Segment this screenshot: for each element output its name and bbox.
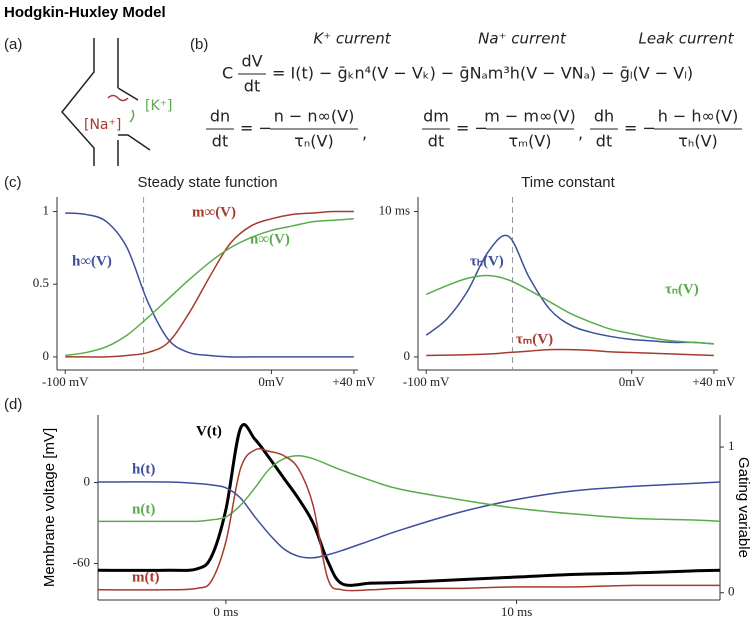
equation: dt xyxy=(428,132,444,151)
equation: = I(t) − ḡₖn⁴(V − Vₖ) − ḡNₐm³h(V − VNₐ) … xyxy=(272,64,693,83)
series-line xyxy=(65,210,354,358)
membrane xyxy=(117,87,139,101)
y2-tick-label: 0 xyxy=(728,584,735,599)
equation: , xyxy=(578,124,583,143)
x-tick-label: 10 ms xyxy=(501,604,532,619)
series-line xyxy=(97,423,721,587)
series-label: m∞(V) xyxy=(192,204,236,220)
series-label: h∞(V) xyxy=(72,253,112,269)
y-tick-label: 0 xyxy=(404,348,411,363)
x-tick-label: -100 mV xyxy=(42,374,89,389)
equation: = − xyxy=(456,119,488,138)
series-line xyxy=(425,274,714,345)
series-label: τₘ(V) xyxy=(516,331,553,347)
equation: m − m∞(V) xyxy=(484,107,576,126)
series-line xyxy=(425,234,714,345)
x-tick-label: 0 ms xyxy=(213,604,238,619)
panel-label: (d) xyxy=(4,396,22,413)
panel-label: (c) xyxy=(4,174,22,191)
equation: h − h∞(V) xyxy=(658,107,739,126)
equation: , xyxy=(362,124,367,143)
series-label: n∞(V) xyxy=(250,231,290,247)
panel-label: (a) xyxy=(4,36,22,53)
y-tick-label: 1 xyxy=(43,203,50,218)
na-arrow xyxy=(107,94,129,102)
y2-axis-label: Gating variable xyxy=(735,457,750,558)
y-tick-label: -60 xyxy=(73,555,90,570)
membrane xyxy=(117,38,151,166)
series-label: n(t) xyxy=(132,501,155,517)
series-label: h(t) xyxy=(132,461,155,477)
neuron-diagram xyxy=(61,38,151,166)
y-tick-label: 0 xyxy=(84,474,91,489)
y2-tick-label: 1 xyxy=(728,438,735,453)
x-tick-label: 0mV xyxy=(258,374,285,389)
equation: = − xyxy=(240,119,272,138)
equation: = − xyxy=(624,119,656,138)
series-line xyxy=(65,218,354,357)
equation: dt xyxy=(596,132,612,151)
y-tick-label: 10 ms xyxy=(379,203,410,218)
current-label: Leak current xyxy=(639,30,735,48)
chart-title: Time constant xyxy=(521,174,615,191)
y-axis-label: Membrane voltage [mV] xyxy=(41,428,58,587)
series-label: τₕ(V) xyxy=(470,253,504,269)
equation: dt xyxy=(212,132,228,151)
y-tick-label: 0.5 xyxy=(33,275,49,290)
k-arrow xyxy=(129,109,135,123)
y-tick-label: 0 xyxy=(43,348,50,363)
series-line xyxy=(97,448,720,592)
equation: C xyxy=(222,64,233,83)
series-line xyxy=(97,481,721,559)
equation: τₙ(V) xyxy=(294,132,333,151)
x-tick-label: +40 mV xyxy=(332,374,376,389)
current-label: K⁺ current xyxy=(313,30,391,48)
series-label: m(t) xyxy=(132,569,159,585)
x-tick-label: +40 mV xyxy=(692,374,736,389)
na-label: [Na⁺] xyxy=(84,117,121,133)
equation: dt xyxy=(244,77,260,96)
equation: dh xyxy=(594,107,614,126)
series-line xyxy=(97,455,721,523)
equation: τₘ(V) xyxy=(508,132,551,151)
x-tick-label: 0mV xyxy=(619,374,646,389)
series-label: V(t) xyxy=(196,423,222,439)
equation: τₕ(V) xyxy=(678,132,718,151)
k-label: [K⁺] xyxy=(145,98,173,114)
equation: dm xyxy=(423,107,449,126)
membrane xyxy=(61,38,95,166)
equation: dn xyxy=(210,107,230,126)
series-line xyxy=(426,348,714,357)
x-tick-label: -100 mV xyxy=(403,374,450,389)
figure-title: Hodgkin-Huxley Model xyxy=(4,4,166,21)
equation: n − n∞(V) xyxy=(274,107,355,126)
equation: dV xyxy=(241,52,262,71)
panel-label: (b) xyxy=(190,36,208,53)
chart-title: Steady state function xyxy=(137,174,277,191)
series-label: τₙ(V) xyxy=(665,281,699,297)
current-label: Na⁺ current xyxy=(478,30,567,48)
series-line xyxy=(65,212,354,358)
